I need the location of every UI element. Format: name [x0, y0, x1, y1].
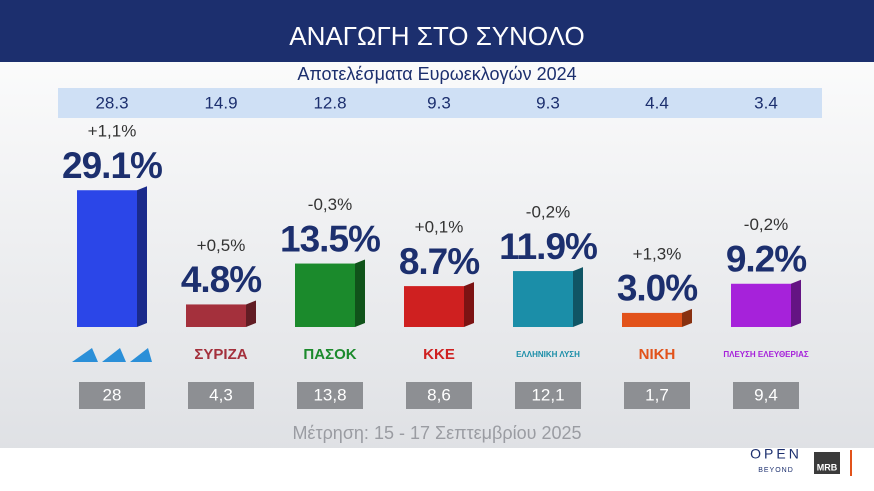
value-label: 13.5%: [280, 218, 380, 259]
brand-open: OPEN: [750, 446, 802, 462]
bar-side: [791, 279, 801, 327]
value-label: 29.1%: [62, 145, 162, 186]
chart-title: ΑΝΑΓΩΓΗ ΣΤΟ ΣΥΝΟΛΟ: [289, 21, 584, 51]
reference-value: 28.3: [95, 93, 128, 112]
footer-band: [0, 448, 874, 491]
party-logo: ΕΛΛΗΝΙΚΗ ΛΥΣΗ: [516, 350, 580, 359]
party-logo: ΝΙΚΗ: [639, 346, 676, 363]
bar: [513, 271, 573, 327]
reference-band: [58, 88, 822, 118]
value-label: 3.0%: [617, 268, 697, 309]
bar-side: [355, 259, 365, 327]
bar-side: [246, 300, 256, 327]
reference-value: 9.3: [427, 93, 451, 112]
bar: [404, 286, 464, 327]
bar: [77, 190, 137, 327]
reference-value: 12.8: [313, 93, 346, 112]
brand-beyond: BEYOND: [758, 467, 794, 474]
value-label: 8.7%: [399, 241, 479, 282]
previous-box: [79, 382, 145, 409]
header-band: [0, 0, 874, 62]
value-label: 11.9%: [499, 226, 597, 267]
bar-side: [464, 282, 474, 327]
previous-value: 9,4: [754, 385, 778, 404]
value-label: 4.8%: [181, 259, 261, 300]
bar-side: [573, 267, 583, 327]
change-label: +0,5%: [197, 236, 246, 255]
brand-mrb: MRB: [817, 462, 838, 472]
change-label: -0,2%: [744, 215, 788, 234]
party-logo: ΚΚΕ: [423, 346, 455, 363]
previous-value: 13,8: [313, 385, 346, 404]
change-label: -0,3%: [308, 195, 352, 214]
previous-value: 8,6: [427, 385, 451, 404]
reference-value: 14.9: [204, 93, 237, 112]
party-logo-mark: [72, 348, 152, 362]
change-label: +1,3%: [633, 244, 682, 263]
change-label: +1,1%: [88, 122, 137, 141]
bar-side: [137, 186, 147, 327]
previous-box: [188, 382, 254, 409]
reference-value: 3.4: [754, 93, 778, 112]
party-logo: ΣΥΡΙΖΑ: [194, 346, 247, 363]
previous-box: [733, 382, 799, 409]
party-logo: ΠΛΕΥΣΗ ΕΛΕΥΘΕΡΙΑΣ: [723, 350, 809, 359]
bar: [186, 304, 246, 327]
bar: [622, 312, 682, 327]
bar: [731, 283, 791, 327]
reference-value: 9.3: [536, 93, 560, 112]
chart-subtitle: Αποτελέσματα Ευρωεκλογών 2024: [297, 64, 576, 84]
change-label: -0,2%: [526, 203, 570, 222]
bar: [295, 263, 355, 327]
party-logo: ΠΑΣΟΚ: [303, 346, 356, 363]
footnote: Μέτρηση: 15 - 17 Σεπτεμβρίου 2025: [292, 423, 581, 443]
previous-value: 28: [103, 385, 122, 404]
reference-value: 4.4: [645, 93, 669, 112]
previous-value: 1,7: [645, 385, 669, 404]
previous-value: 12,1: [531, 385, 564, 404]
previous-box: [515, 382, 581, 409]
change-label: +0,1%: [415, 218, 464, 237]
previous-value: 4,3: [209, 385, 233, 404]
brand-mrb-box: [814, 452, 840, 474]
previous-box: [406, 382, 472, 409]
previous-box: [624, 382, 690, 409]
bar-side: [682, 308, 692, 327]
previous-box: [297, 382, 363, 409]
value-label: 9.2%: [726, 239, 806, 280]
